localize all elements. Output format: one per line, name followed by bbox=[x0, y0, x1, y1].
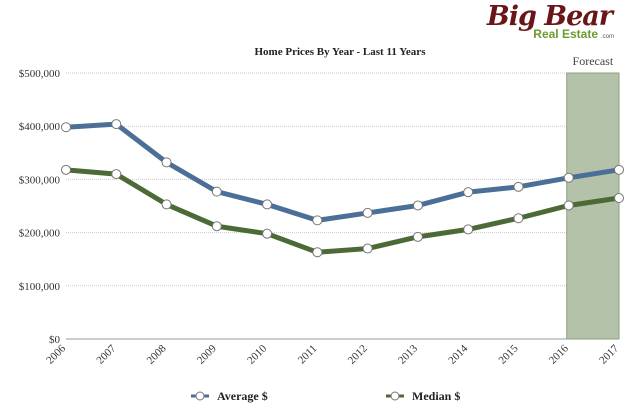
y-tick-label: $300,000 bbox=[19, 174, 61, 186]
y-tick-label: $400,000 bbox=[19, 121, 61, 133]
x-tick-label: 2011 bbox=[296, 343, 320, 367]
median-point bbox=[262, 228, 273, 239]
x-tick-label: 2009 bbox=[195, 342, 219, 366]
median-point bbox=[161, 199, 172, 210]
median-point bbox=[362, 243, 373, 254]
average-point bbox=[463, 187, 474, 198]
legend-swatch-marker bbox=[390, 391, 400, 401]
median-point bbox=[111, 169, 122, 180]
x-tick-label: 2017 bbox=[597, 342, 621, 366]
median-point bbox=[513, 213, 524, 224]
y-tick-label: $0 bbox=[49, 334, 61, 346]
x-tick-label: 2007 bbox=[94, 342, 118, 366]
average-point bbox=[513, 181, 524, 192]
legend-swatch-marker bbox=[195, 391, 205, 401]
median-point bbox=[563, 200, 574, 211]
average-point bbox=[211, 186, 222, 197]
median-point bbox=[614, 193, 624, 204]
median-point bbox=[312, 247, 323, 258]
average-point bbox=[61, 122, 71, 133]
x-tick-label: 2013 bbox=[396, 342, 420, 366]
average-point bbox=[312, 215, 323, 226]
logo-wordmark: Big Bear bbox=[486, 1, 613, 32]
median-point bbox=[61, 164, 71, 175]
average-point bbox=[262, 199, 273, 210]
y-tick-label: $100,000 bbox=[19, 281, 61, 293]
legend-label: Median $ bbox=[412, 389, 460, 403]
x-tick-label: 2008 bbox=[145, 342, 169, 366]
chart-series bbox=[61, 119, 624, 258]
average-point bbox=[563, 172, 574, 183]
median-point bbox=[211, 221, 222, 232]
median-series-line bbox=[63, 167, 622, 255]
average-series-line bbox=[63, 121, 622, 223]
forecast-label: Forecast bbox=[573, 54, 614, 68]
chart-legend: Average $ Median $ bbox=[191, 389, 460, 403]
average-point bbox=[161, 157, 172, 168]
chart-title: Home Prices By Year - Last 11 Years bbox=[255, 46, 427, 58]
legend-label: Average $ bbox=[217, 389, 268, 403]
logo-subtitle: Real Estate bbox=[533, 27, 598, 41]
y-tick-label: $200,000 bbox=[19, 228, 61, 240]
x-tick-label: 2012 bbox=[346, 343, 370, 367]
median-point bbox=[463, 224, 474, 235]
logo-domain: .com bbox=[600, 34, 614, 40]
average-point bbox=[362, 207, 373, 218]
chart-labels: $0 $100,000 $200,000 $300,000 $400,000 $500,0… bbox=[19, 46, 622, 367]
average-point bbox=[111, 119, 122, 130]
average-point bbox=[412, 200, 423, 211]
y-tick-label: $500,000 bbox=[19, 68, 61, 80]
x-tick-label: 2016 bbox=[547, 342, 571, 366]
average-point bbox=[614, 164, 624, 175]
median-point bbox=[412, 231, 423, 242]
chart-grid bbox=[66, 72, 619, 340]
x-tick-label: 2014 bbox=[446, 342, 470, 366]
x-tick-label: 2006 bbox=[44, 342, 68, 366]
x-tick-label: 2010 bbox=[245, 342, 269, 366]
x-tick-label: 2015 bbox=[497, 342, 521, 366]
brand-logo: Big Bear Real Estate .com bbox=[487, 2, 614, 42]
